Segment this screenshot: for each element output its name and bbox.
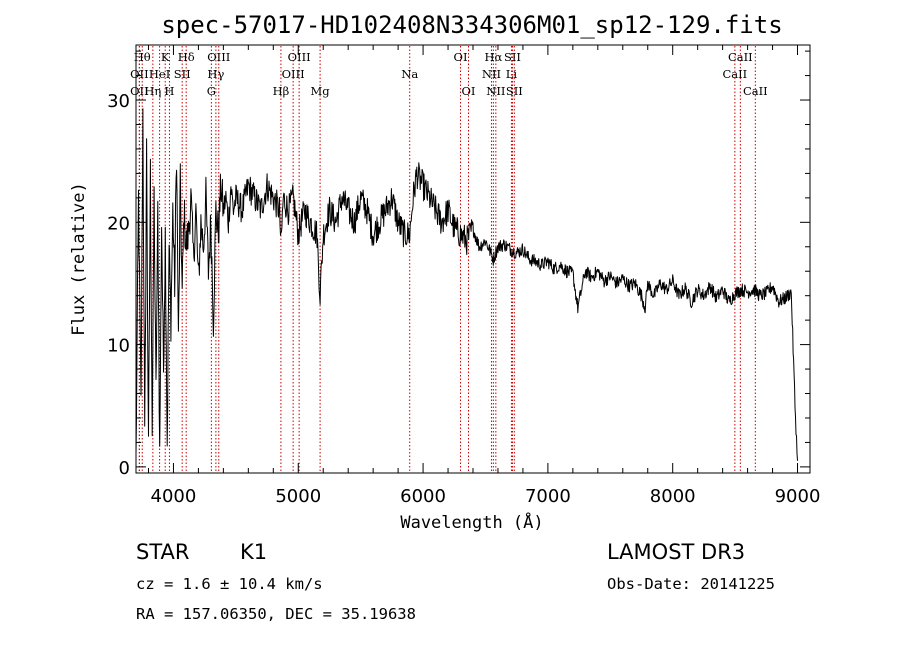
line-label-16: Na <box>401 67 418 81</box>
y-axis-label: Flux (relative) <box>69 182 89 336</box>
line-label-11: G <box>207 84 216 98</box>
spectral-line-markers <box>138 46 756 472</box>
y-tick-label-1: 10 <box>107 336 130 357</box>
line-label-22: Li <box>506 67 518 81</box>
x-axis: 4000 5000 6000 7000 8000 9000 <box>147 45 821 507</box>
y-axis: 0 10 20 30 <box>107 50 810 479</box>
chart-title: spec-57017-HD102408N334306M01_sp12-129.f… <box>161 11 782 39</box>
line-label-17: OI <box>454 50 468 64</box>
line-label-15: Mg <box>311 84 331 98</box>
y-tick-label-3: 30 <box>107 91 130 112</box>
x-tick-label-0: 4000 <box>151 486 197 507</box>
line-label-0: OII <box>130 67 149 81</box>
x-tick-label-4: 8000 <box>650 486 696 507</box>
line-label-18: OI <box>462 84 476 98</box>
line-label-26: CaII <box>728 50 753 64</box>
line-label-21: NII <box>486 84 505 98</box>
object-class: STAR <box>136 540 189 564</box>
redshift-cz: cz = 1.6 ± 10.4 km/s <box>136 575 323 593</box>
observation-date: Obs-Date: 20141225 <box>607 575 775 593</box>
x-tick-label-3: 7000 <box>525 486 571 507</box>
sky-coordinates: RA = 157.06350, DEC = 35.19638 <box>136 605 416 623</box>
plot-frame <box>135 44 811 474</box>
line-label-27: CaII <box>743 84 768 98</box>
y-tick-label-0: 0 <box>119 458 130 479</box>
line-label-20: Hα <box>484 50 502 64</box>
x-tick-label-2: 6000 <box>400 486 446 507</box>
line-label-1: OII <box>130 84 149 98</box>
line-label-8: Hδ <box>178 50 195 64</box>
line-label-2: Hθ <box>134 50 151 64</box>
line-label-14: OIII <box>288 50 311 64</box>
object-subclass: K1 <box>240 540 267 564</box>
line-label-9: OIII <box>207 50 230 64</box>
line-label-24: SII <box>506 84 523 98</box>
line-label-4: HeI <box>149 67 170 81</box>
line-label-23: SII <box>504 50 521 64</box>
x-tick-label-1: 5000 <box>275 486 321 507</box>
x-tick-label-5: 9000 <box>775 486 821 507</box>
line-label-13: OIII <box>282 67 305 81</box>
line-label-7: SII <box>174 67 191 81</box>
survey-name: LAMOST DR3 <box>607 540 745 564</box>
line-label-10: Hγ <box>207 67 224 81</box>
flux-series-line <box>135 108 798 461</box>
x-axis-label: Wavelength (Å) <box>400 511 543 533</box>
line-label-3: Hη <box>144 84 161 98</box>
line-label-19: NII <box>482 67 501 81</box>
line-label-25: CaII <box>722 67 747 81</box>
y-tick-label-2: 20 <box>107 213 130 234</box>
line-label-5: K <box>161 50 170 64</box>
line-label-12: Hβ <box>273 84 290 98</box>
line-label-6: H <box>164 84 174 98</box>
